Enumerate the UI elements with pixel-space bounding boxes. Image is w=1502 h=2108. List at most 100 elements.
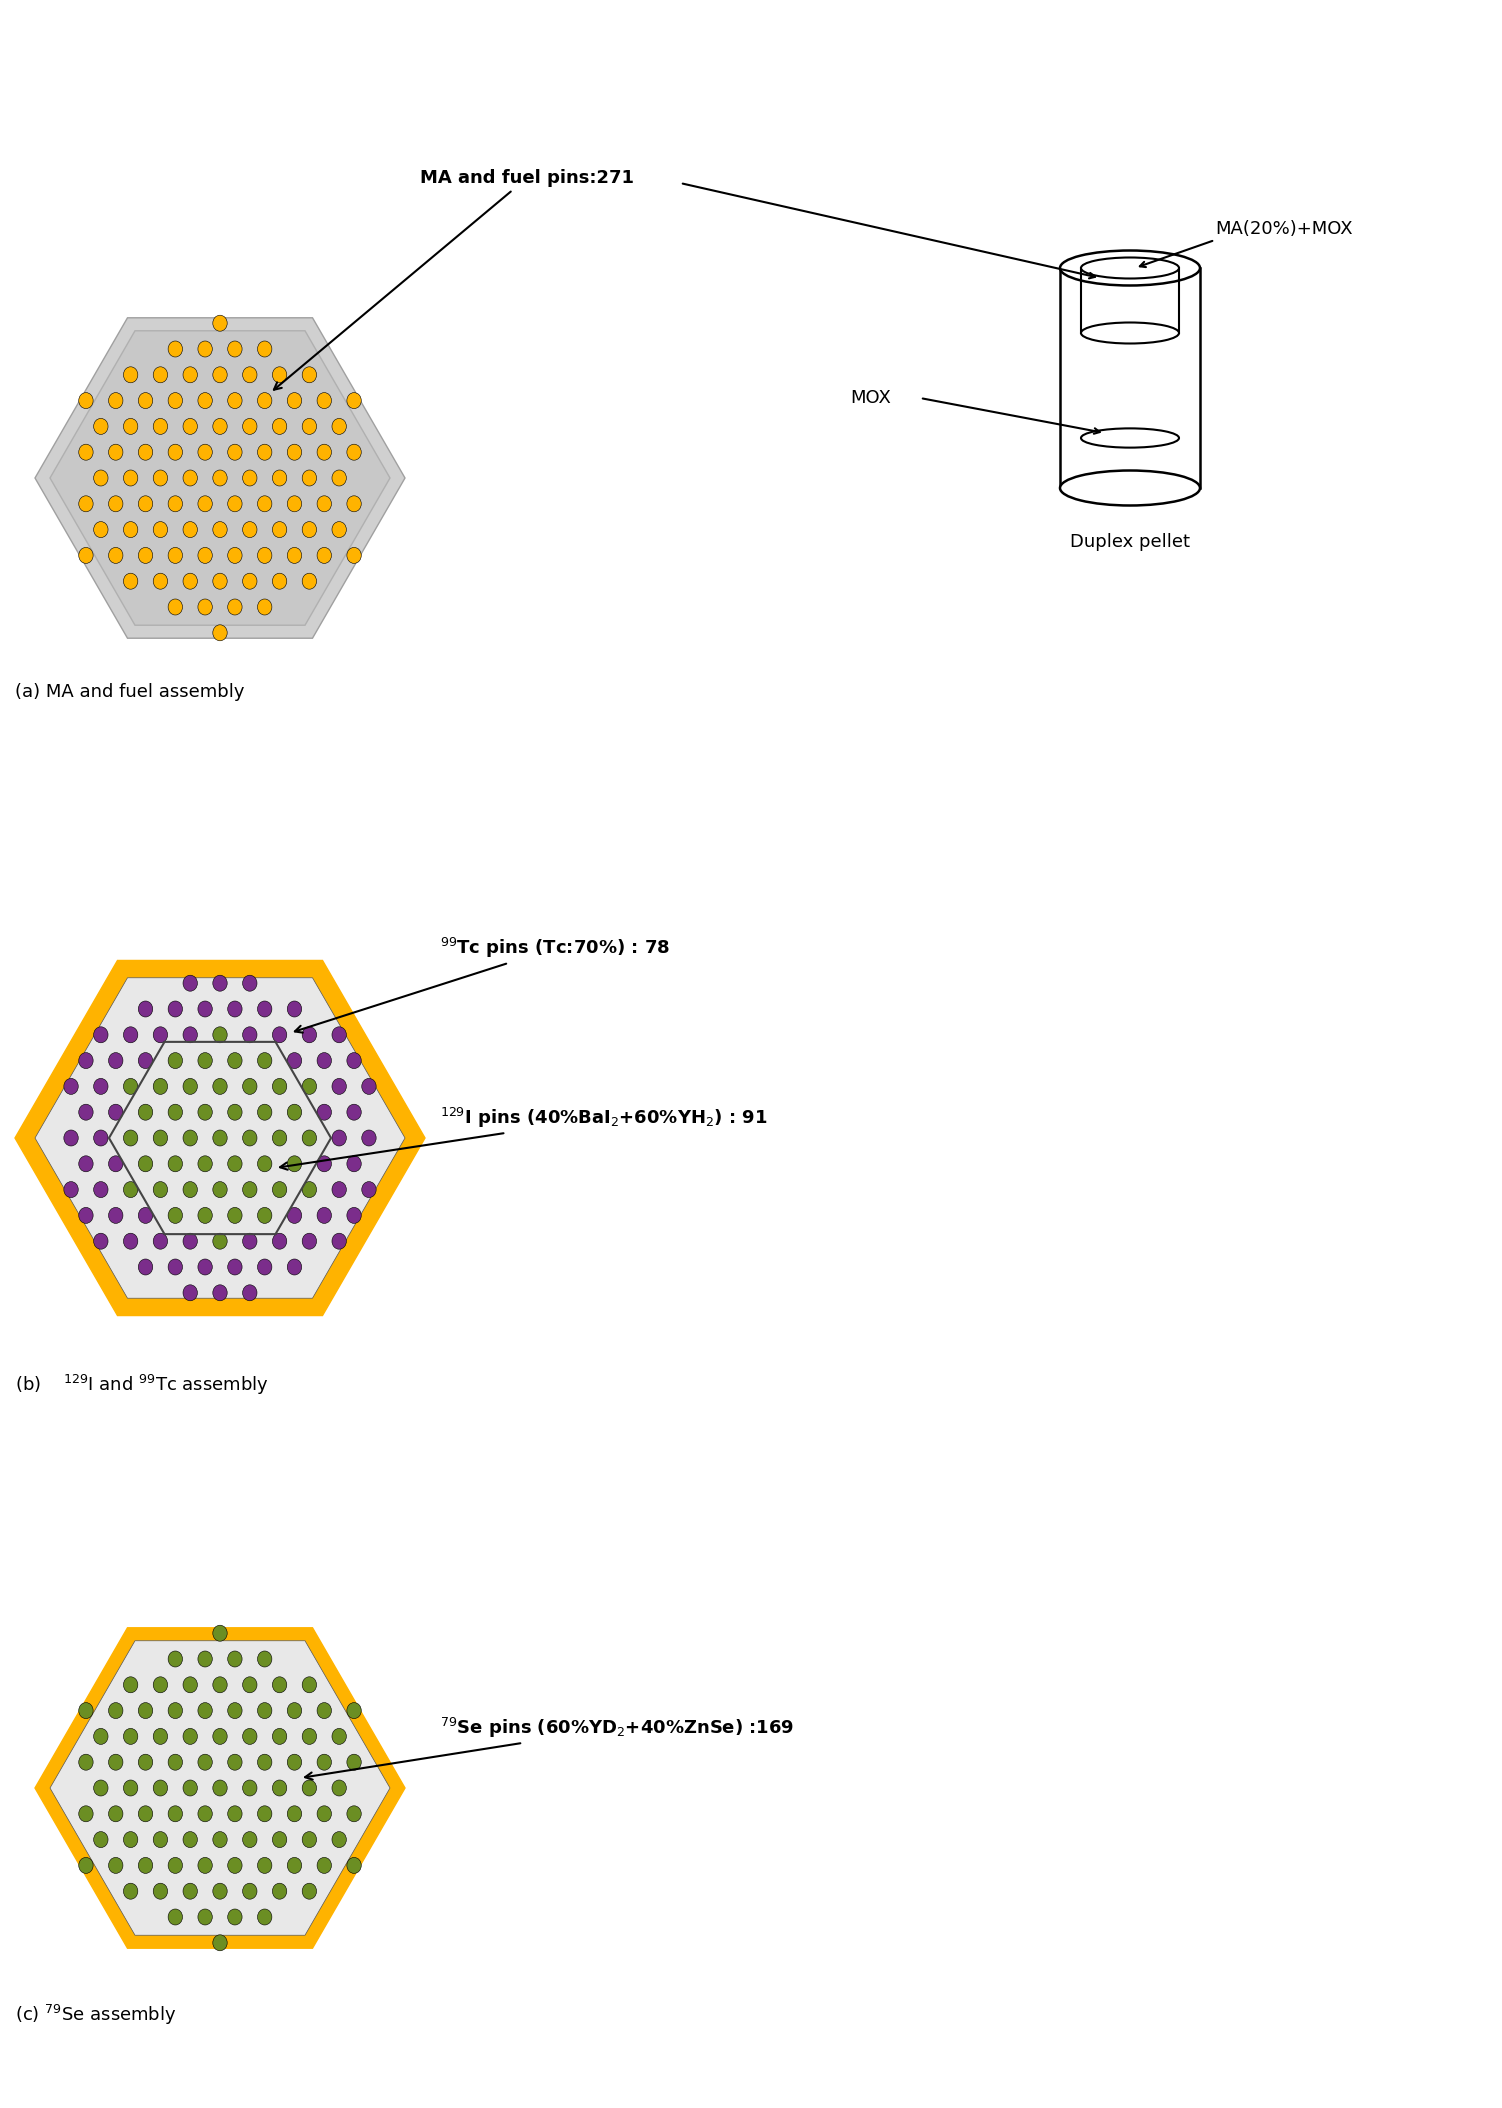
Ellipse shape [257,341,272,356]
Ellipse shape [272,521,287,538]
Ellipse shape [198,1910,212,1925]
Ellipse shape [228,1910,242,1925]
Ellipse shape [153,1027,168,1043]
Ellipse shape [108,1208,123,1223]
Ellipse shape [198,341,212,356]
Ellipse shape [93,521,108,538]
Ellipse shape [213,1079,227,1094]
Ellipse shape [272,1676,287,1693]
Ellipse shape [302,1233,317,1250]
Ellipse shape [272,1779,287,1796]
Ellipse shape [78,1208,93,1223]
Ellipse shape [257,599,272,616]
Text: $^{79}$Se pins (60%YD$_2$+40%ZnSe) :169: $^{79}$Se pins (60%YD$_2$+40%ZnSe) :169 [305,1716,795,1779]
Ellipse shape [243,521,257,538]
Ellipse shape [257,1052,272,1069]
Ellipse shape [153,1779,168,1796]
Ellipse shape [213,1233,227,1250]
Ellipse shape [78,1807,93,1821]
Ellipse shape [272,573,287,590]
Ellipse shape [183,521,197,538]
Ellipse shape [108,1155,123,1172]
Ellipse shape [347,495,362,512]
Ellipse shape [243,1729,257,1745]
Ellipse shape [213,1284,227,1301]
Ellipse shape [138,548,153,563]
Ellipse shape [198,1258,212,1275]
Ellipse shape [138,1258,153,1275]
Ellipse shape [198,1857,212,1874]
Ellipse shape [302,1729,317,1745]
Ellipse shape [243,1284,257,1301]
Ellipse shape [65,1079,78,1094]
Ellipse shape [243,1882,257,1899]
Ellipse shape [123,470,138,487]
Ellipse shape [138,1155,153,1172]
Ellipse shape [228,1052,242,1069]
Ellipse shape [317,1052,332,1069]
Ellipse shape [228,1155,242,1172]
Ellipse shape [228,1208,242,1223]
Ellipse shape [123,521,138,538]
Ellipse shape [243,1079,257,1094]
Ellipse shape [168,1754,183,1771]
Ellipse shape [243,367,257,384]
Ellipse shape [302,367,317,384]
Text: $^{99}$Tc pins (Tc:70%) : 78: $^{99}$Tc pins (Tc:70%) : 78 [294,936,670,1033]
Ellipse shape [347,445,362,460]
Ellipse shape [317,1105,332,1119]
Ellipse shape [93,1079,108,1094]
Ellipse shape [332,417,347,434]
Ellipse shape [257,1155,272,1172]
Ellipse shape [123,1729,138,1745]
Ellipse shape [198,548,212,563]
Ellipse shape [332,1027,347,1043]
Ellipse shape [213,521,227,538]
Ellipse shape [332,1729,347,1745]
Ellipse shape [153,521,168,538]
Polygon shape [35,1627,406,1948]
Ellipse shape [287,1703,302,1718]
Ellipse shape [257,1857,272,1874]
Ellipse shape [198,392,212,409]
Ellipse shape [213,976,227,991]
Ellipse shape [123,1183,138,1197]
Ellipse shape [183,1832,197,1847]
Ellipse shape [138,1001,153,1016]
Ellipse shape [138,495,153,512]
Ellipse shape [287,1208,302,1223]
Ellipse shape [243,976,257,991]
Ellipse shape [168,1155,183,1172]
Ellipse shape [317,548,332,563]
Ellipse shape [108,1857,123,1874]
Ellipse shape [332,1079,347,1094]
Ellipse shape [287,1105,302,1119]
Ellipse shape [302,573,317,590]
Ellipse shape [198,445,212,460]
Ellipse shape [243,1832,257,1847]
Ellipse shape [257,1754,272,1771]
Ellipse shape [213,470,227,487]
Ellipse shape [287,1001,302,1016]
Ellipse shape [272,367,287,384]
Text: (b)    $^{129}$I and $^{99}$Tc assembly: (b) $^{129}$I and $^{99}$Tc assembly [15,1372,269,1398]
Ellipse shape [302,417,317,434]
Ellipse shape [272,1832,287,1847]
Ellipse shape [168,1105,183,1119]
Ellipse shape [198,1754,212,1771]
Ellipse shape [213,1676,227,1693]
Ellipse shape [198,1001,212,1016]
Ellipse shape [168,1703,183,1718]
Ellipse shape [108,1105,123,1119]
Ellipse shape [213,1779,227,1796]
Ellipse shape [183,573,197,590]
Ellipse shape [93,1729,108,1745]
Ellipse shape [257,1910,272,1925]
Ellipse shape [198,1703,212,1718]
Ellipse shape [168,1857,183,1874]
Ellipse shape [228,1001,242,1016]
Ellipse shape [198,1208,212,1223]
Ellipse shape [243,417,257,434]
Ellipse shape [347,1754,362,1771]
Ellipse shape [198,1155,212,1172]
